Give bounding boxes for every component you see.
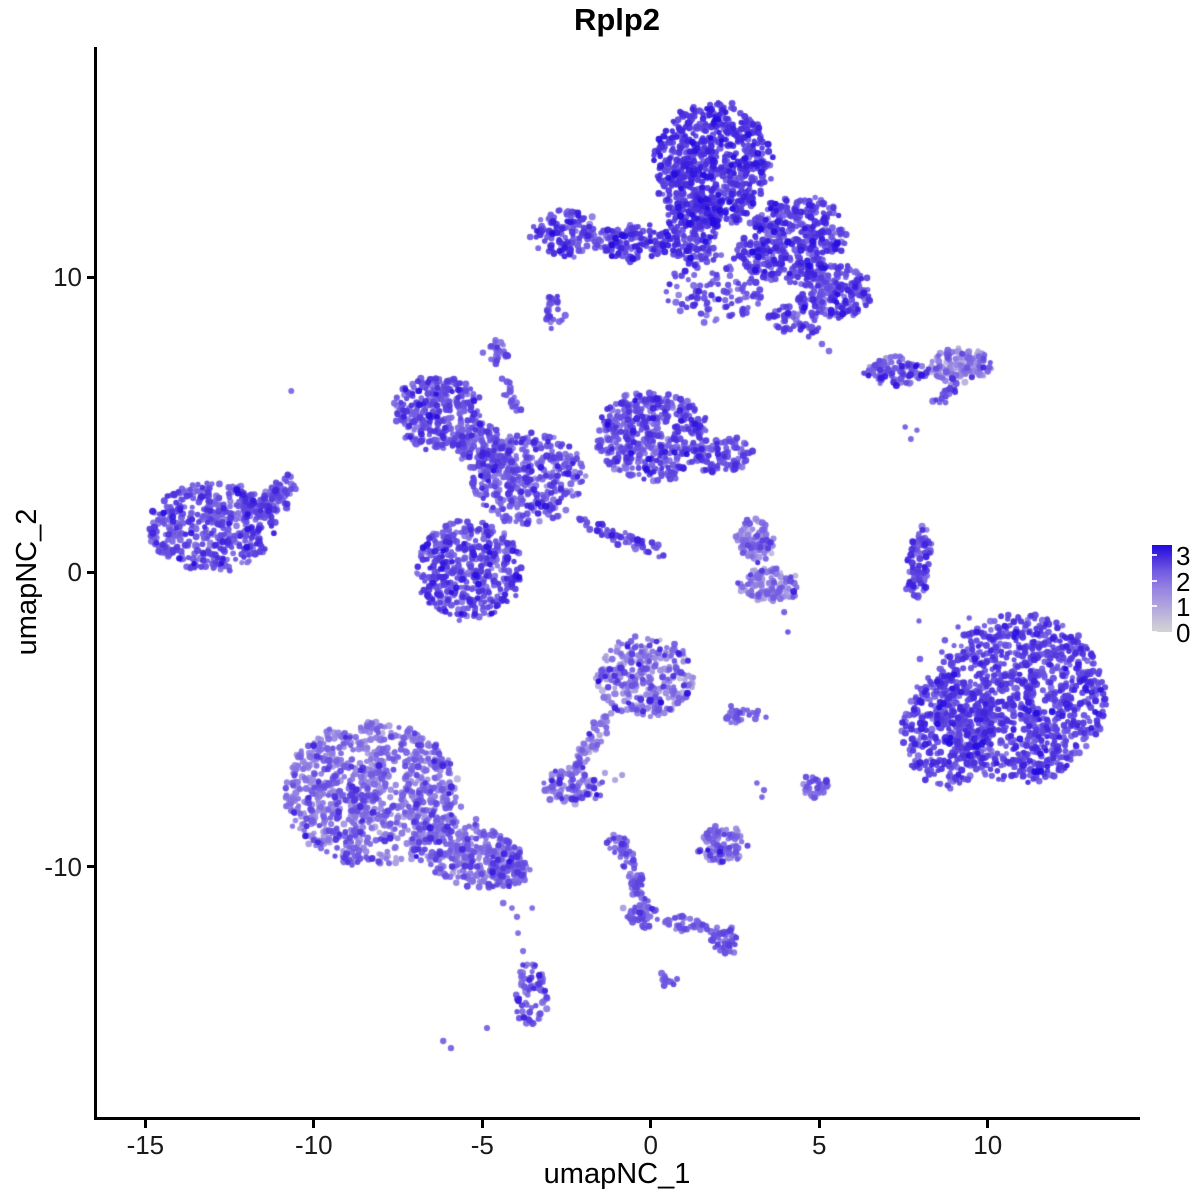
x-tick-label: -5 xyxy=(470,1130,494,1160)
colorbar-tick-label: 1 xyxy=(1176,592,1191,623)
x-tick-mark xyxy=(649,1120,653,1128)
colorbar-tick-label: 0 xyxy=(1176,618,1191,648)
y-tick-mark xyxy=(87,275,95,279)
y-axis-line xyxy=(94,47,97,1120)
colorbar-tick xyxy=(1152,579,1157,582)
x-tick-mark xyxy=(480,1120,484,1128)
x-tick-label: 0 xyxy=(643,1130,658,1160)
x-axis-line xyxy=(94,1117,1140,1120)
y-tick-mark xyxy=(87,570,95,574)
x-tick-mark xyxy=(817,1120,821,1128)
colorbar-tick-label: 2 xyxy=(1176,566,1191,597)
y-axis-title: umapNC_2 xyxy=(11,508,43,656)
colorbar-tick xyxy=(1152,605,1157,608)
x-tick-label: -10 xyxy=(295,1130,333,1160)
x-tick-mark xyxy=(143,1120,147,1128)
colorbar-tick xyxy=(1152,631,1157,633)
y-tick-mark xyxy=(87,865,95,869)
x-tick-label: 5 xyxy=(812,1130,827,1160)
x-tick-label: -15 xyxy=(126,1130,165,1160)
colorbar-tick xyxy=(1152,554,1157,557)
x-tick-label: 10 xyxy=(973,1130,1003,1160)
colorbar-gradient xyxy=(1152,545,1172,632)
y-tick-label: 0 xyxy=(67,557,82,588)
colorbar-tick-label: 3 xyxy=(1176,541,1191,572)
x-axis-title: umapNC_1 xyxy=(543,1158,691,1190)
x-tick-mark xyxy=(312,1120,316,1128)
x-tick-mark xyxy=(986,1120,990,1128)
y-tick-label: 10 xyxy=(53,262,82,293)
y-tick-label: -10 xyxy=(44,851,82,882)
